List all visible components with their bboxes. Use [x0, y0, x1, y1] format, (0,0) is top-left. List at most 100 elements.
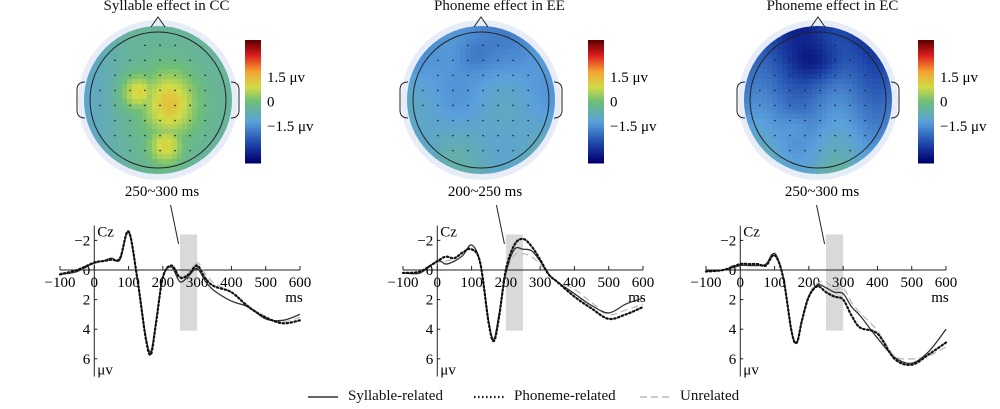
- electrode-dot: [159, 44, 161, 47]
- series-line-phoneme-related: [58, 230, 302, 356]
- colorbar-segment: [918, 70, 934, 74]
- colorbar-segment: [588, 60, 604, 64]
- x-tick-label: 200: [152, 275, 175, 291]
- electrode-dot: [144, 104, 146, 107]
- x-tick-label: 0: [91, 275, 99, 291]
- colorbar-segment: [588, 64, 604, 68]
- colorbar-segment: [245, 138, 261, 141]
- time-window-label: 200~250 ms: [448, 184, 523, 200]
- electrode-dot: [129, 134, 131, 137]
- colorbar-segment: [245, 107, 261, 111]
- y-tick-label: 2: [426, 293, 434, 309]
- electrode-dot: [804, 134, 806, 137]
- colorbar-segment: [588, 146, 604, 150]
- electrode-dot: [834, 74, 836, 77]
- colorbar-segment: [588, 126, 604, 129]
- colorbar-segment: [245, 97, 261, 100]
- y-tick-label: 0: [729, 263, 737, 279]
- colorbar-segment: [588, 156, 604, 160]
- colorbar-segment: [588, 44, 604, 47]
- colorbar-segment: [918, 87, 934, 90]
- colorbar-segment: [588, 62, 604, 66]
- electrode-dot: [774, 104, 776, 107]
- electrode-dot: [512, 149, 514, 152]
- series-line-phoneme-related: [704, 253, 948, 366]
- colorbar-segment: [588, 119, 604, 123]
- y-tick-label: 6: [83, 352, 91, 368]
- x-tick-label: 0: [737, 275, 745, 291]
- channel-label: Cz: [97, 225, 114, 241]
- colorbar-segment: [245, 122, 261, 125]
- electrode-dot: [452, 89, 454, 92]
- pointer-line: [170, 204, 180, 245]
- colorbar-segment: [245, 70, 261, 74]
- colorbar-label: −1.5 μv: [940, 119, 987, 135]
- electrode-dot: [114, 104, 116, 107]
- electrode-dot: [497, 59, 499, 62]
- colorbar-segment: [245, 87, 261, 90]
- electrode-dot: [804, 149, 806, 152]
- colorbar-segment: [918, 136, 934, 139]
- x-tick-label: 500: [254, 275, 277, 291]
- x-tick-label: 100: [460, 275, 483, 291]
- colorbar-segment: [245, 132, 261, 135]
- colorbar-segment: [918, 119, 934, 123]
- electrode-dot: [834, 89, 836, 92]
- colorbar-segment: [588, 83, 604, 86]
- electrode-dot: [144, 89, 146, 92]
- electrode-dot: [159, 59, 161, 62]
- electrode-dot: [467, 104, 469, 107]
- colorbar-segment: [918, 154, 934, 158]
- y-axis-label: μv: [743, 363, 759, 379]
- colorbar-segment: [588, 113, 604, 117]
- electrode-dot: [804, 44, 806, 47]
- colorbar-segment: [918, 158, 934, 162]
- colorbar-segment: [245, 134, 261, 137]
- colorbar-segment: [245, 44, 261, 47]
- electrode-dot: [804, 119, 806, 122]
- electrode-dot: [144, 44, 146, 47]
- erp-panel-3: Phoneme effect in EC 1.5 μv 0 −1.5 μv 250~30…: [666, 0, 999, 380]
- colorbar-segment: [588, 160, 604, 164]
- electrode-dot: [422, 89, 424, 92]
- colorbar-segment: [588, 68, 604, 72]
- colorbar-segment: [245, 58, 261, 61]
- electrode-dot: [452, 134, 454, 137]
- electrode-dot: [159, 74, 161, 77]
- colorbar-segment: [918, 152, 934, 156]
- electrode-dot: [159, 134, 161, 137]
- colorbar-segment: [588, 111, 604, 115]
- colorbar-segment: [588, 87, 604, 90]
- electrode-dot: [819, 74, 821, 77]
- electrode-dot: [174, 89, 176, 92]
- colorbar-segment: [245, 101, 261, 105]
- electrode-dot: [849, 89, 851, 92]
- colorbar-segment: [245, 83, 261, 86]
- colorbar-segment: [245, 52, 261, 55]
- electrode-dot: [789, 74, 791, 77]
- colorbar-segment: [245, 56, 261, 59]
- electrode-dot: [99, 104, 101, 107]
- electrode-dot: [159, 104, 161, 107]
- electrode-dot: [789, 149, 791, 152]
- y-tick-label: 6: [426, 352, 434, 368]
- electrode-dot: [437, 74, 439, 77]
- colorbar-segment: [588, 95, 604, 98]
- left-ear-icon: [399, 81, 409, 119]
- y-tick-label: 6: [729, 352, 737, 368]
- electrode-dot: [819, 89, 821, 92]
- electrode-dot: [129, 59, 131, 62]
- electrode-dot: [144, 74, 146, 77]
- colorbar-segment: [918, 140, 934, 143]
- colorbar-segment: [918, 111, 934, 115]
- colorbar-segment: [245, 113, 261, 117]
- electrode-dot: [452, 149, 454, 152]
- colorbar-segment: [245, 91, 261, 94]
- x-axis-label: ms: [285, 290, 303, 306]
- colorbar-segment: [918, 85, 934, 88]
- colorbar-segment: [918, 109, 934, 113]
- colorbar-segment: [918, 117, 934, 121]
- y-tick-label: 0: [83, 263, 91, 279]
- electrode-dot: [467, 89, 469, 92]
